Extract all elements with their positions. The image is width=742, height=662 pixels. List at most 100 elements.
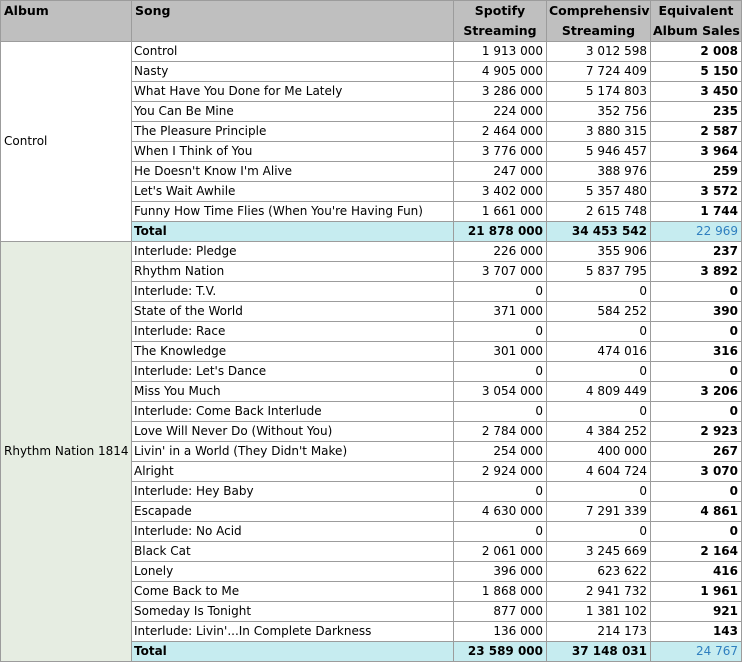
- song-cell[interactable]: Nasty: [131, 61, 454, 82]
- spotify-streaming-cell[interactable]: 1 868 000: [453, 581, 547, 602]
- song-cell[interactable]: Miss You Much: [131, 381, 454, 402]
- album-cell[interactable]: Control: [0, 41, 132, 242]
- album-sales-cell[interactable]: 2 008: [650, 41, 742, 62]
- album-sales-cell[interactable]: 237: [650, 241, 742, 262]
- song-cell[interactable]: He Doesn't Know I'm Alive: [131, 161, 454, 182]
- album-sales-cell[interactable]: 2 164: [650, 541, 742, 562]
- total-comprehensive-streaming-cell[interactable]: 37 148 031: [546, 641, 651, 662]
- total-label-cell[interactable]: Total: [131, 221, 454, 242]
- spotify-streaming-cell[interactable]: 301 000: [453, 341, 547, 362]
- album-sales-cell[interactable]: 5 150: [650, 61, 742, 82]
- spotify-streaming-cell[interactable]: 2 924 000: [453, 461, 547, 482]
- spotify-streaming-cell[interactable]: 3 286 000: [453, 81, 547, 102]
- song-cell[interactable]: Funny How Time Flies (When You're Having…: [131, 201, 454, 222]
- song-cell[interactable]: When I Think of You: [131, 141, 454, 162]
- song-cell[interactable]: Interlude: No Acid: [131, 521, 454, 542]
- album-sales-cell[interactable]: 2 923: [650, 421, 742, 442]
- song-cell[interactable]: Rhythm Nation: [131, 261, 454, 282]
- song-cell[interactable]: Alright: [131, 461, 454, 482]
- spotify-streaming-cell[interactable]: 1 913 000: [453, 41, 547, 62]
- total-album-sales-cell[interactable]: 24 767: [650, 641, 742, 662]
- album-sales-cell[interactable]: 390: [650, 301, 742, 322]
- song-cell[interactable]: Interlude: Hey Baby: [131, 481, 454, 502]
- song-cell[interactable]: Love Will Never Do (Without You): [131, 421, 454, 442]
- spotify-streaming-cell[interactable]: 224 000: [453, 101, 547, 122]
- spotify-streaming-cell[interactable]: 371 000: [453, 301, 547, 322]
- spotify-streaming-cell[interactable]: 136 000: [453, 621, 547, 642]
- comprehensive-streaming-cell[interactable]: 4 384 252: [546, 421, 651, 442]
- comprehensive-streaming-cell[interactable]: 623 622: [546, 561, 651, 582]
- album-sales-cell[interactable]: 3 572: [650, 181, 742, 202]
- song-cell[interactable]: Interlude: Race: [131, 321, 454, 342]
- spotify-streaming-cell[interactable]: 0: [453, 481, 547, 502]
- comprehensive-streaming-cell[interactable]: 0: [546, 281, 651, 302]
- total-spotify-streaming-cell[interactable]: 21 878 000: [453, 221, 547, 242]
- song-column-header[interactable]: Song: [131, 0, 454, 42]
- song-cell[interactable]: Come Back to Me: [131, 581, 454, 602]
- spotify-streaming-cell[interactable]: 1 661 000: [453, 201, 547, 222]
- song-cell[interactable]: Black Cat: [131, 541, 454, 562]
- album-sales-cell[interactable]: 4 861: [650, 501, 742, 522]
- album-sales-cell[interactable]: 1 961: [650, 581, 742, 602]
- song-cell[interactable]: Lonely: [131, 561, 454, 582]
- comprehensive-streaming-cell[interactable]: 0: [546, 521, 651, 542]
- spotify-streaming-cell[interactable]: 3 707 000: [453, 261, 547, 282]
- spotify-streaming-cell[interactable]: 4 905 000: [453, 61, 547, 82]
- comprehensive-streaming-cell[interactable]: 4 604 724: [546, 461, 651, 482]
- spotify-streaming-cell[interactable]: 3 054 000: [453, 381, 547, 402]
- spotify-streaming-cell[interactable]: 0: [453, 361, 547, 382]
- comprehensive-streaming-cell[interactable]: 3 012 598: [546, 41, 651, 62]
- comprehensive-streaming-cell[interactable]: 474 016: [546, 341, 651, 362]
- album-sales-cell[interactable]: 235: [650, 101, 742, 122]
- song-cell[interactable]: State of the World: [131, 301, 454, 322]
- comprehensive-streaming-cell[interactable]: 214 173: [546, 621, 651, 642]
- spotify-streaming-cell[interactable]: 254 000: [453, 441, 547, 462]
- song-cell[interactable]: Interlude: Livin'...In Complete Darkness: [131, 621, 454, 642]
- spotify-streaming-cell[interactable]: 2 061 000: [453, 541, 547, 562]
- spotify-streaming-cell[interactable]: 3 776 000: [453, 141, 547, 162]
- comprehensive-streaming-cell[interactable]: 352 756: [546, 101, 651, 122]
- album-sales-cell[interactable]: 267: [650, 441, 742, 462]
- album-sales-cell[interactable]: 0: [650, 321, 742, 342]
- album-sales-cell[interactable]: 2 587: [650, 121, 742, 142]
- comprehensive-streaming-cell[interactable]: 2 615 748: [546, 201, 651, 222]
- album-sales-cell[interactable]: 259: [650, 161, 742, 182]
- song-cell[interactable]: Interlude: Pledge: [131, 241, 454, 262]
- album-sales-cell[interactable]: 0: [650, 401, 742, 422]
- comprehensive-streaming-cell[interactable]: 5 837 795: [546, 261, 651, 282]
- spotify-streaming-column-header[interactable]: Spotify Streaming: [453, 0, 547, 42]
- comprehensive-streaming-cell[interactable]: 1 381 102: [546, 601, 651, 622]
- song-cell[interactable]: Control: [131, 41, 454, 62]
- song-cell[interactable]: Interlude: T.V.: [131, 281, 454, 302]
- album-cell[interactable]: Rhythm Nation 1814: [0, 241, 132, 662]
- spotify-streaming-cell[interactable]: 0: [453, 321, 547, 342]
- spotify-streaming-cell[interactable]: 226 000: [453, 241, 547, 262]
- album-sales-cell[interactable]: 3 206: [650, 381, 742, 402]
- album-sales-cell[interactable]: 3 070: [650, 461, 742, 482]
- total-album-sales-cell[interactable]: 22 969: [650, 221, 742, 242]
- comprehensive-streaming-cell[interactable]: 0: [546, 361, 651, 382]
- song-cell[interactable]: Let's Wait Awhile: [131, 181, 454, 202]
- spotify-streaming-cell[interactable]: 4 630 000: [453, 501, 547, 522]
- song-cell[interactable]: The Pleasure Principle: [131, 121, 454, 142]
- comprehensive-streaming-cell[interactable]: 5 174 803: [546, 81, 651, 102]
- spotify-streaming-cell[interactable]: 0: [453, 281, 547, 302]
- album-sales-cell[interactable]: 921: [650, 601, 742, 622]
- album-sales-cell[interactable]: 0: [650, 281, 742, 302]
- spotify-streaming-cell[interactable]: 0: [453, 521, 547, 542]
- album-column-header[interactable]: Album: [0, 0, 132, 42]
- comprehensive-streaming-column-header[interactable]: Comprehensive Streaming: [546, 0, 651, 42]
- spotify-streaming-cell[interactable]: 0: [453, 401, 547, 422]
- spotify-streaming-cell[interactable]: 396 000: [453, 561, 547, 582]
- song-cell[interactable]: You Can Be Mine: [131, 101, 454, 122]
- album-sales-cell[interactable]: 3 450: [650, 81, 742, 102]
- total-spotify-streaming-cell[interactable]: 23 589 000: [453, 641, 547, 662]
- album-sales-cell[interactable]: 0: [650, 361, 742, 382]
- comprehensive-streaming-cell[interactable]: 0: [546, 481, 651, 502]
- album-sales-cell[interactable]: 3 892: [650, 261, 742, 282]
- comprehensive-streaming-cell[interactable]: 355 906: [546, 241, 651, 262]
- comprehensive-streaming-cell[interactable]: 388 976: [546, 161, 651, 182]
- total-label-cell[interactable]: Total: [131, 641, 454, 662]
- comprehensive-streaming-cell[interactable]: 3 245 669: [546, 541, 651, 562]
- album-sales-cell[interactable]: 1 744: [650, 201, 742, 222]
